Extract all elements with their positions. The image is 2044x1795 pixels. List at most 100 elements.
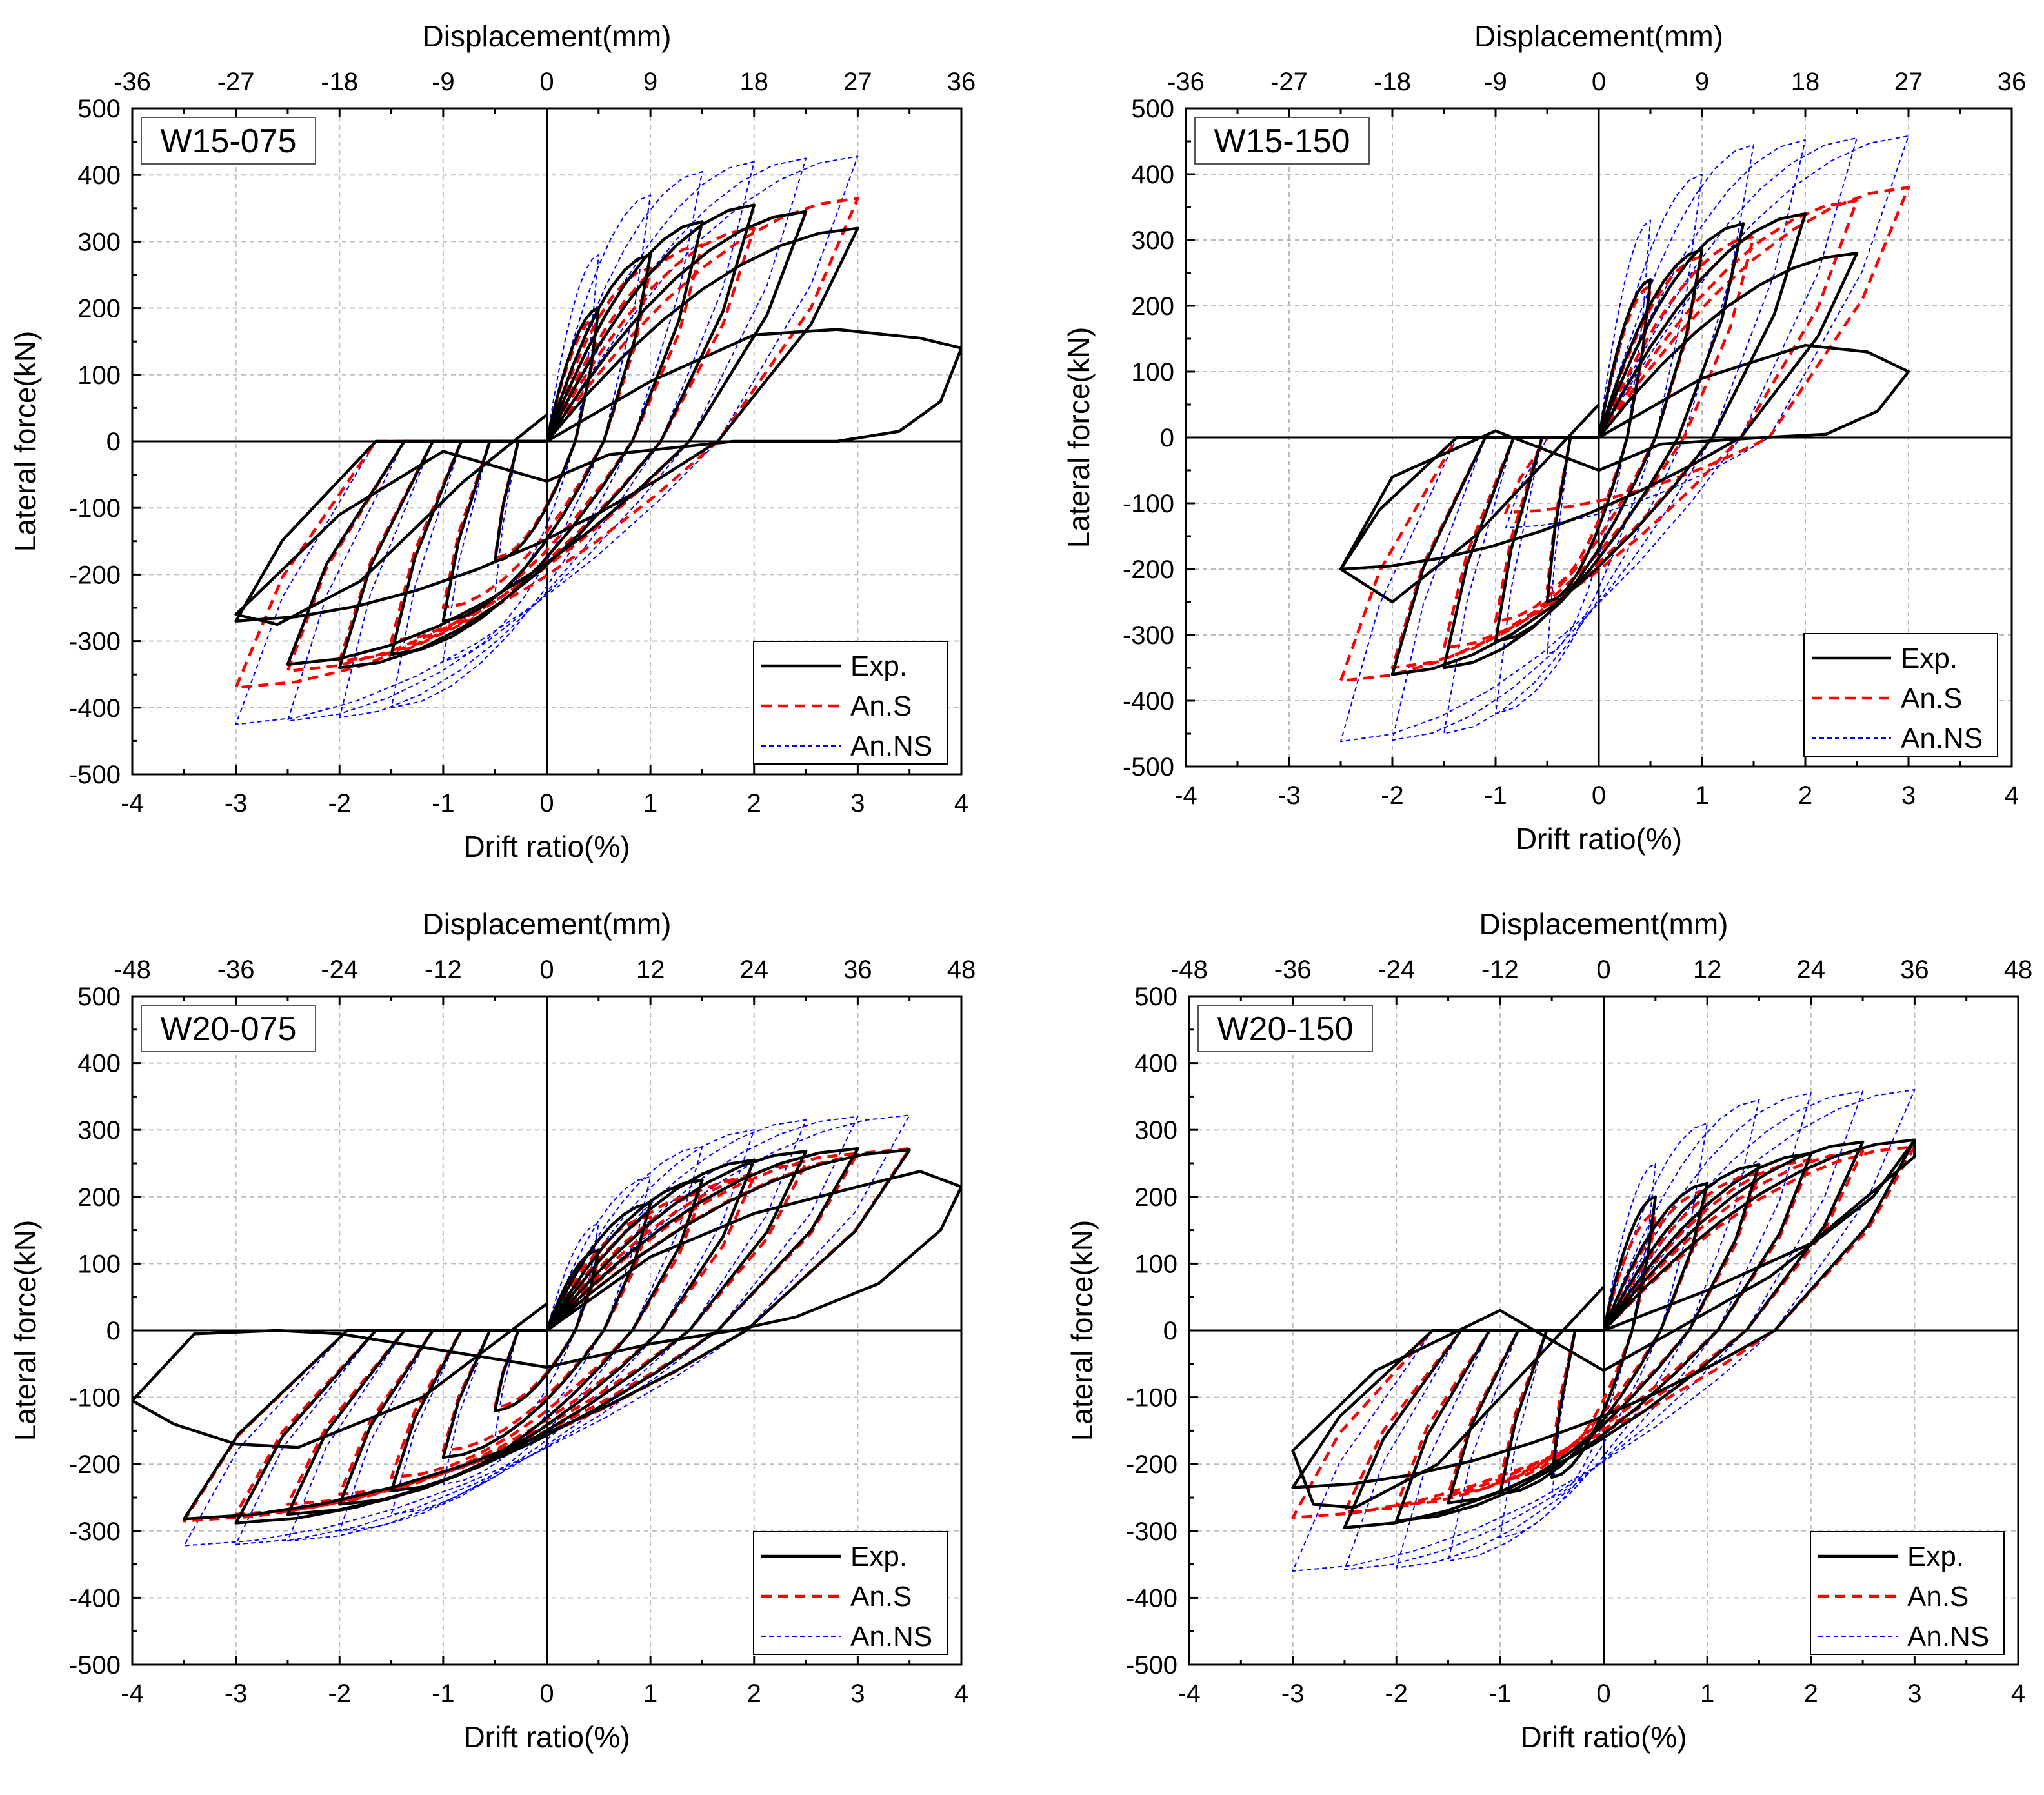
x2-tick-label: 36 <box>1998 68 2027 96</box>
legend-label: An.S <box>1907 1581 1969 1612</box>
series-exp- <box>234 203 961 670</box>
legend: Exp. An.S An.NS <box>753 641 948 765</box>
tick-marks <box>1185 107 2013 768</box>
x-axis-title: Drift ratio(%) <box>463 830 630 863</box>
y-tick-label: -200 <box>69 561 121 589</box>
y-tick-label: -300 <box>69 1518 121 1546</box>
x2-tick-label: -27 <box>1270 68 1308 96</box>
y-tick-label: -500 <box>1126 1651 1177 1680</box>
hysteresis-loop <box>286 1150 808 1516</box>
hysteresis-loop <box>1447 1099 1760 1562</box>
final-cycle-loop <box>132 1170 961 1449</box>
hysteresis-loop <box>1505 135 1910 529</box>
hysteresis-loop <box>286 210 808 666</box>
x2-tick-label: 9 <box>1695 68 1709 96</box>
hysteresis-loop <box>1339 252 1859 571</box>
y-tick-label: -400 <box>1123 687 1174 716</box>
x2-tick-label: 0 <box>539 956 554 984</box>
hysteresis-loop <box>286 1161 808 1506</box>
chart-panel-3: -4 -3 -2 -1 0 1 2 3 4-48 -36 -24 -12 0 12 24 36 48500400… <box>8 907 976 1754</box>
chart-panel-2: -4 -3 -2 -1 0 1 2 3 4 -36 -27 -18 -9 0 9 18 27 36 500 400 30… <box>1062 19 2026 856</box>
y-tick-label: 500 <box>77 983 121 1011</box>
x2-tick-label: 48 <box>947 956 976 984</box>
x-tick-label: 1 <box>1695 781 1709 810</box>
series-exp- <box>1339 212 1910 676</box>
x-tick-label: -2 <box>328 789 351 817</box>
x-tick-label: 3 <box>1901 781 1916 810</box>
y-tick-label: 0 <box>106 428 121 456</box>
x-tick-label: -2 <box>328 1680 351 1708</box>
x-tick-label: -4 <box>1177 1680 1201 1708</box>
legend-label: Exp. <box>850 650 907 682</box>
legend: Exp. An.S An.NS <box>753 1531 948 1655</box>
y-tick-label: -400 <box>1126 1584 1177 1612</box>
legend-label: An.S <box>1901 683 1962 714</box>
x-tick-label: 4 <box>2005 781 2019 810</box>
x-tick-label: -1 <box>432 789 455 817</box>
legend-box <box>1810 1531 2005 1655</box>
y-tick-label: 300 <box>77 228 121 256</box>
x2-tick-label: -18 <box>1374 68 1411 96</box>
x2-tick-label: 24 <box>740 956 769 984</box>
hysteresis-loop <box>338 1158 756 1506</box>
x2-tick-label: -36 <box>217 956 255 984</box>
y-axis-title: Lateral force(kN) <box>8 331 42 552</box>
hysteresis-loop <box>286 1119 807 1542</box>
hysteresis-loop <box>493 1248 601 1412</box>
final-cycle-loop <box>1291 1138 1916 1509</box>
x-tick-label: 2 <box>747 1680 761 1708</box>
y-tick-label: -500 <box>1123 753 1174 781</box>
x-tick-label: 3 <box>850 789 865 817</box>
specimen-label: W20-075 <box>161 1010 297 1048</box>
x2-tick-label: -36 <box>1274 956 1312 984</box>
legend-label: Exp. <box>850 1541 907 1572</box>
hysteresis-loop <box>390 1178 704 1492</box>
final-cycle-loop <box>234 328 961 627</box>
y-axis-title: Lateral force(kN) <box>1062 327 1096 548</box>
y-tick-label: -100 <box>69 494 121 523</box>
x-tick-label: -1 <box>432 1680 455 1708</box>
hysteresis-loop <box>234 226 859 623</box>
x-tick-label: 0 <box>539 1680 554 1708</box>
y-tick-label: -200 <box>1123 556 1174 584</box>
y-tick-label: -100 <box>1123 490 1174 518</box>
hysteresis-loop <box>1545 285 1652 590</box>
x-tick-label: 4 <box>954 1680 968 1708</box>
series-exp- <box>1291 1138 1916 1529</box>
x2-tick-label: -24 <box>1378 956 1415 984</box>
x2-tick-label: -24 <box>321 956 358 984</box>
hysteresis-loop <box>234 197 859 690</box>
x-tick-label: -1 <box>1488 1680 1512 1708</box>
x-tick-label: -2 <box>1381 781 1404 810</box>
y-tick-label: 300 <box>77 1116 121 1145</box>
x2-tick-label: 36 <box>947 68 976 96</box>
x-tick-label: -4 <box>121 1680 144 1708</box>
x2-tick-label: -48 <box>1170 956 1208 984</box>
x2-tick-label: -27 <box>217 68 255 96</box>
hysteresis-loop <box>1499 1122 1708 1539</box>
y-axis-title: Lateral force(kN) <box>1065 1220 1099 1441</box>
hysteresis-loop <box>1343 1090 1864 1570</box>
x2-tick-label: 24 <box>1797 956 1826 984</box>
legend-label: An.S <box>850 1581 912 1612</box>
x-tick-label: 2 <box>1798 781 1812 810</box>
x2-axis-title: Displacement(mm) <box>423 907 672 941</box>
hysteresis-loop <box>1291 1138 1916 1489</box>
specimen-label: W20-150 <box>1217 1010 1354 1048</box>
chart-panel-1: -4 -3 -2 -1 0 1 2 3 4 -36 -27 -18 -9 0 9 18 27 36 500 400 30… <box>8 19 976 863</box>
y-tick-label: 400 <box>77 161 121 190</box>
x2-axis-title: Displacement(mm) <box>1474 19 1723 53</box>
x-tick-label: 4 <box>2011 1680 2025 1708</box>
x-tick-label: -3 <box>225 789 248 817</box>
x-tick-label: -3 <box>1281 1680 1305 1708</box>
x2-tick-label: 36 <box>843 956 872 984</box>
tick-marks <box>1188 995 2019 1666</box>
hysteresis-loop <box>235 155 859 725</box>
legend-box <box>753 641 948 765</box>
hysteresis-loop <box>339 1129 755 1532</box>
hysteresis-loop <box>390 220 704 656</box>
x-tick-label: 3 <box>850 1680 865 1708</box>
x2-tick-label: 12 <box>1693 956 1722 984</box>
x2-tick-label: 9 <box>643 68 657 96</box>
